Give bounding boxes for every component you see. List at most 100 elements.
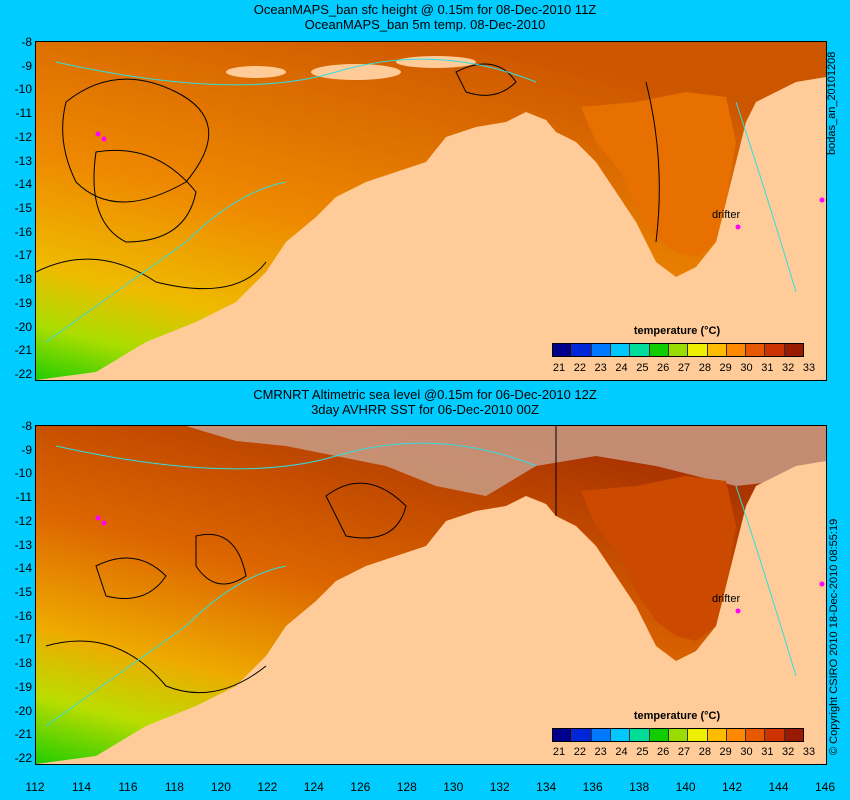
colorbar-swatch: [649, 344, 669, 356]
colorbar-swatch: [746, 729, 766, 741]
y-tick-label: -17: [14, 248, 32, 263]
colorbar-swatch: [707, 729, 727, 741]
colorbar-swatch: [784, 729, 804, 741]
bottom-title-line1: CMRNRT Altimetric sea level @0.15m for 0…: [253, 387, 597, 402]
ssh-contour-1: [95, 557, 167, 599]
australia-landmass: [36, 77, 826, 380]
y-tick-label: -13: [14, 537, 32, 552]
colorbar-tick-label: 32: [782, 362, 795, 374]
colorbar-tick-label: 23: [594, 746, 607, 758]
drifter-track-marker: [95, 131, 101, 137]
colorbar-tick-label: 33: [802, 362, 816, 374]
colorbar-tick-label: 31: [761, 362, 774, 374]
y-tick-label: -21: [14, 343, 32, 358]
bottom-map-panel: [35, 425, 827, 765]
gulf-of-carpentaria: [581, 92, 736, 257]
colorbar-tick-label: 21: [552, 362, 566, 374]
colorbar-tick-label: 26: [657, 746, 670, 758]
colorbar-swatch: [765, 344, 785, 356]
colorbar-swatch: [610, 344, 631, 356]
x-tick-label: 146: [814, 780, 836, 794]
y-tick-label: -16: [14, 224, 32, 239]
colorbar-tick-label: 29: [719, 746, 732, 758]
colorbar-tick-label: 23: [594, 362, 607, 374]
ssh-contour-2: [325, 482, 407, 539]
y-tick-label: -12: [14, 129, 32, 144]
colorbar-swatch: [668, 344, 689, 356]
colorbar-tick-label: 32: [782, 746, 795, 758]
x-tick-label: 112: [25, 780, 45, 794]
drifter-marker: [735, 608, 741, 614]
colorbar-tick-label: 30: [740, 362, 753, 374]
x-tick-label: 142: [722, 780, 743, 794]
x-tick-label: 132: [489, 780, 510, 794]
x-tick-label: 144: [768, 780, 789, 794]
y-tick-label: -19: [14, 295, 32, 310]
island-sumba: [226, 66, 286, 78]
x-tick-label: 138: [629, 780, 650, 794]
colorbar-swatch: [630, 729, 650, 741]
australia-landmass: [36, 461, 826, 764]
y-tick-label: -15: [14, 201, 32, 215]
y-tick-label: -8: [21, 35, 32, 49]
y-tick-label: -10: [14, 466, 32, 481]
colorbar-tick-label: 27: [677, 746, 691, 758]
top-drifter-label: drifter: [712, 209, 741, 221]
x-tick-label: 140: [675, 780, 696, 794]
drifter-marker: [735, 224, 741, 230]
bathymetry-contour-3: [735, 485, 797, 677]
x-tick-label: 120: [210, 780, 231, 794]
colorbar-tick-label: 24: [615, 746, 628, 758]
colorbar-tick-label: 29: [719, 362, 732, 374]
drifter-track-marker: [101, 520, 107, 526]
colorbar-swatch: [765, 729, 785, 741]
colorbar-tick-label: 31: [761, 746, 774, 758]
bathymetry-contour-1: [55, 442, 537, 470]
missing-data-region: [186, 426, 826, 496]
x-tick-label: 126: [350, 780, 371, 794]
y-tick-label: -18: [14, 272, 32, 287]
colorbar-tick-label: 22: [573, 746, 586, 758]
ssh-contour-1: [62, 78, 210, 203]
colorbar-swatch: [591, 344, 611, 356]
x-tick-label: 122: [257, 780, 278, 794]
colorbar-swatch: [726, 729, 747, 741]
x-tick-label: 134: [536, 780, 557, 794]
y-tick-label: -9: [21, 442, 32, 457]
y-tick-label: -20: [14, 703, 32, 718]
top-title-line1: OceanMAPS_ban sfc height @ 0.15m for 08-…: [253, 2, 597, 17]
y-tick-label: -9: [21, 58, 32, 73]
top-map-panel: [35, 41, 827, 381]
y-tick-label: -11: [15, 106, 32, 121]
y-tick-label: -16: [14, 608, 32, 623]
colorbar-swatch: [668, 729, 689, 741]
top-colorbar-title: temperature (°C): [633, 325, 721, 337]
bottom-title-line2: 3day AVHRR SST for 06-Dec-2010 00Z: [311, 402, 539, 417]
drifter-track-marker: [95, 515, 101, 521]
y-tick-label: -14: [14, 561, 32, 576]
y-tick-label: -17: [14, 632, 32, 647]
colorbar-swatch: [553, 729, 573, 741]
bottom-map-svg: [36, 426, 826, 764]
bottom-drifter-label: drifter: [712, 593, 741, 605]
x-tick-label: 114: [71, 780, 92, 794]
x-tick-label: 124: [303, 780, 324, 794]
colorbar-tick-label: 28: [698, 362, 711, 374]
top-side-label: bodas_an_20101208: [826, 51, 838, 155]
colorbar-tick-label: 24: [615, 362, 628, 374]
y-tick-label: -20: [14, 319, 32, 334]
colorbar-swatch: [553, 344, 573, 356]
colorbar-tick-label: 25: [636, 746, 649, 758]
colorbar-swatch: [610, 729, 631, 741]
bathymetry-contour-2: [45, 181, 287, 343]
x-tick-label: 118: [164, 780, 184, 794]
bottom-side-label: © Copyright CSIRO 2010 18-Dec-2010 08:55…: [828, 518, 840, 755]
island-timor: [311, 64, 401, 80]
y-tick-label: -22: [14, 751, 32, 765]
x-tick-label: 116: [118, 780, 138, 794]
colorbar-swatch: [688, 729, 708, 741]
colorbar-tick-label: 25: [636, 362, 649, 374]
colorbar-swatch: [572, 729, 592, 741]
bottom-colorbar: [552, 728, 804, 742]
ssh-contour-2: [93, 149, 197, 243]
